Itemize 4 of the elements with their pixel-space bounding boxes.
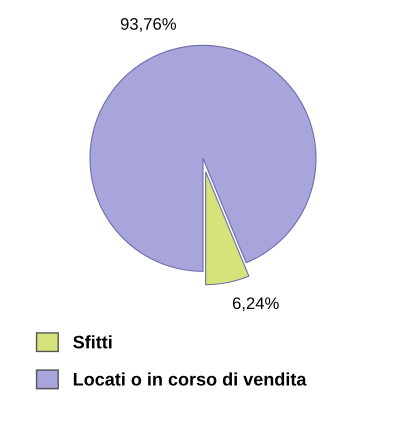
legend-label: Locati o in corso di vendita	[74, 372, 307, 386]
data-label: 6,24%	[232, 297, 279, 312]
data-label: 93,76%	[120, 18, 176, 32]
legend-label: Sfitti	[73, 335, 112, 348]
